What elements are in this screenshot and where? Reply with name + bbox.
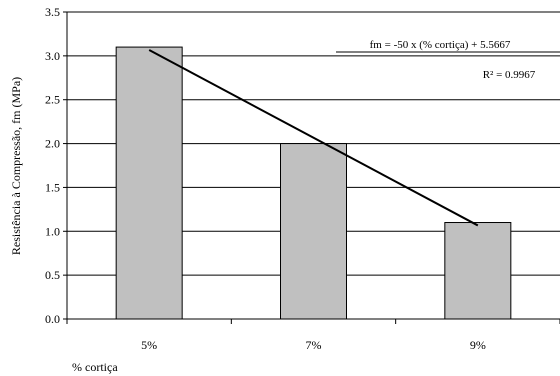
bar <box>444 222 512 320</box>
x-tick-label: 9% <box>470 338 486 352</box>
y-tick-label: 2.0 <box>45 137 60 151</box>
y-tick-label: 3.5 <box>45 5 60 19</box>
trendline-line <box>148 49 479 227</box>
axes <box>66 12 560 324</box>
x-axis-title: % cortiça <box>72 360 118 374</box>
x-tick-labels: 5% 7% 9% <box>141 338 486 352</box>
y-tick-labels: 0.0 0.5 1.0 1.5 2.0 2.5 3.0 3.5 <box>45 5 60 326</box>
x-tick-label: 5% <box>141 338 157 352</box>
y-tick-label: 1.0 <box>45 224 60 238</box>
bars <box>115 46 512 320</box>
trendline-r-squared: R² = 0.9967 <box>483 69 536 81</box>
bar <box>115 46 183 320</box>
y-tick-label: 2.5 <box>45 93 60 107</box>
y-tick-label: 3.0 <box>45 49 60 63</box>
bar <box>280 143 347 320</box>
trendline <box>148 49 479 227</box>
y-tick-label: 1.5 <box>45 180 60 194</box>
y-tick-label: 0.0 <box>45 312 60 326</box>
x-tick-label: 7% <box>306 338 322 352</box>
y-axis-title: Resistência à Compressão, fm (MPa) <box>9 77 23 255</box>
y-tick-label: 0.5 <box>45 268 60 282</box>
trendline-equation: fm = -50 x (% cortiça) + 5.5667 <box>370 39 511 51</box>
